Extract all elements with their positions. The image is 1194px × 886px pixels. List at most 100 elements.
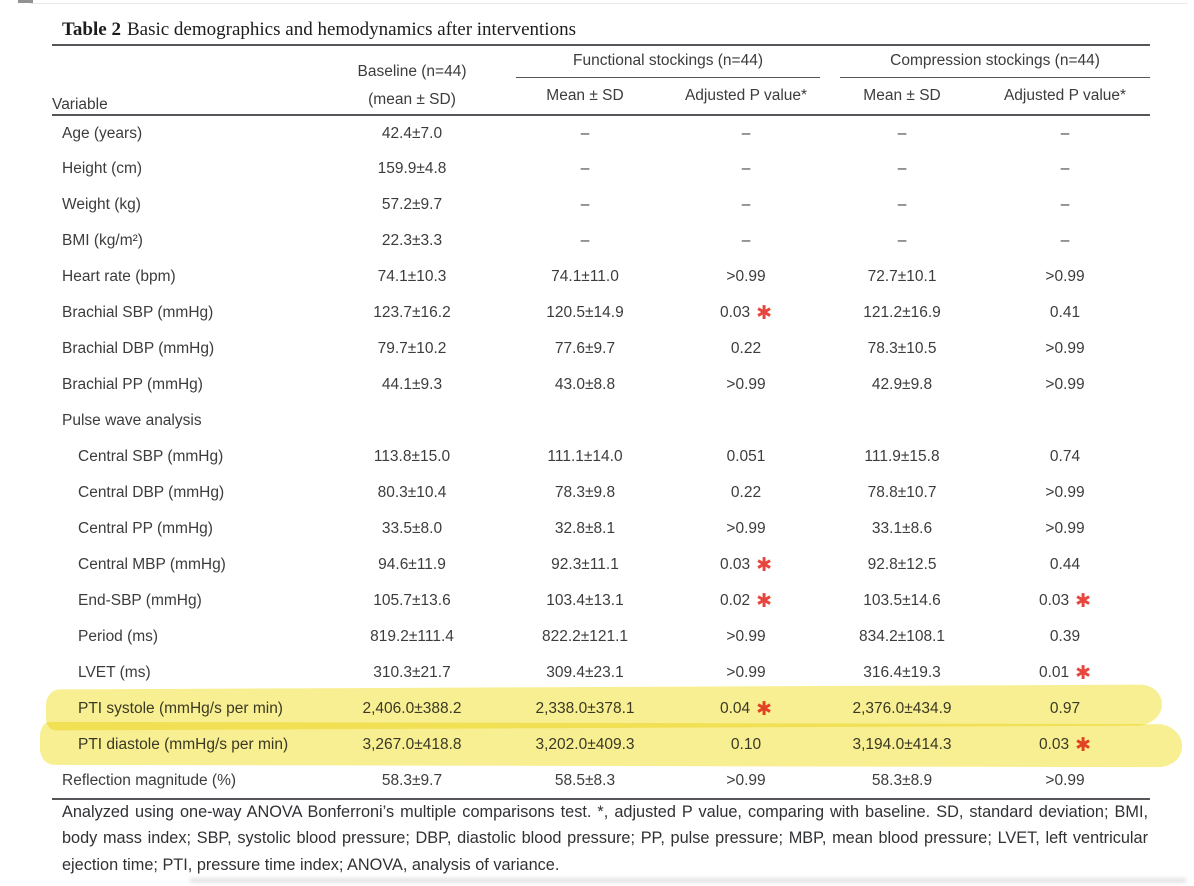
cell-compression-mean: 103.5±14.6	[863, 592, 941, 609]
cell-functional-p: 0.04 ✱	[719, 698, 773, 720]
cell-compression-mean: 58.3±8.9	[824, 763, 981, 800]
cell-baseline: 33.5±8.0	[381, 520, 443, 537]
cell-compression-mean: 834.2±108.1	[858, 628, 946, 645]
cell-functional-mean: –	[580, 232, 590, 249]
cell-functional-mean: 74.1±11.0	[551, 268, 619, 285]
cell-baseline: 2,406.0±388.2	[362, 700, 462, 717]
row-label: PTI diastole (mmHg/s per min)	[78, 736, 289, 753]
row-label: Age (years)	[62, 124, 143, 142]
cell-functional-mean: 32.8±8.1	[554, 520, 616, 537]
table-row: Central SBP (mmHg) 113.8±15.0 111.1±14.0 0.…	[52, 439, 1150, 475]
row-label: Period (ms)	[78, 628, 159, 645]
cell-functional-p: –	[741, 160, 751, 177]
significance-star-icon: ✱	[1075, 734, 1092, 756]
table-row: PTI systole (mmHg/s per min) 2,406.0±388.…	[52, 691, 1150, 727]
cell-baseline: 44.1±9.3	[381, 376, 443, 393]
row-label: Reflection magnitude (%)	[52, 763, 322, 800]
cell-compression-mean	[824, 403, 980, 439]
table-row: Heart rate (bpm) 74.1±10.3 74.1±11.0 >0.99 7…	[52, 259, 1150, 295]
row-label: Brachial SBP (mmHg)	[62, 304, 214, 321]
section-row: Pulse wave analysis	[52, 403, 1150, 439]
cell-functional-p	[668, 403, 824, 439]
cell-functional-p: >0.99	[726, 268, 766, 285]
cell-compression-p: –	[1060, 160, 1070, 177]
cell-functional-p: –	[741, 124, 751, 142]
cell-functional-p: 0.03 ✱	[719, 302, 773, 324]
screenshot-edge-artifact	[190, 879, 1186, 882]
row-label: Weight (kg)	[62, 196, 141, 213]
cell-compression-p: >0.99	[1045, 484, 1085, 501]
cell-functional-mean: 103.4±13.1	[546, 592, 624, 609]
cell-compression-p	[980, 403, 1150, 439]
row-label: Heart rate (bpm)	[62, 268, 176, 285]
cell-compression-p: 0.74	[1049, 448, 1081, 465]
cell-baseline: 42.4±7.0	[381, 124, 443, 142]
significance-star-icon: ✱	[756, 554, 773, 576]
cell-compression-mean: 92.8±12.5	[867, 556, 937, 573]
cell-compression-p: 0.39	[1049, 628, 1081, 645]
cell-compression-p: 0.41	[1049, 304, 1081, 321]
cell-compression-p: 0.03 ✱	[1038, 734, 1092, 756]
row-label: LVET (ms)	[78, 664, 151, 681]
cell-baseline	[322, 403, 502, 439]
table-row: End-SBP (mmHg) 105.7±13.6 103.4±13.1 0.02 ✱ 1…	[52, 583, 1150, 619]
screenshot-edge-artifact	[18, 0, 33, 3]
baseline-header-line1: Baseline (n=44)	[357, 63, 467, 80]
cell-baseline: 105.7±13.6	[373, 592, 451, 609]
significance-star-icon: ✱	[756, 302, 773, 324]
cell-compression-p: –	[1060, 232, 1070, 249]
cell-functional-p: 0.051	[726, 448, 766, 465]
cell-functional-p: 0.22	[730, 340, 762, 357]
cell-compression-p: –	[1060, 196, 1070, 213]
row-label: End-SBP (mmHg)	[78, 592, 202, 609]
cell-functional-mean: 58.5±8.3	[502, 763, 668, 800]
row-label: Central DBP (mmHg)	[78, 484, 225, 501]
cell-compression-mean: 78.8±10.7	[867, 484, 937, 501]
row-label: Central MBP (mmHg)	[78, 556, 226, 573]
cell-baseline: 57.2±9.7	[381, 196, 443, 213]
cell-compression-mean: 111.9±15.8	[864, 448, 940, 465]
cell-compression-p: 0.44	[1049, 556, 1081, 573]
row-label: Central SBP (mmHg)	[78, 448, 224, 465]
cell-functional-mean: 120.5±14.9	[546, 304, 624, 321]
row-label: Central PP (mmHg)	[78, 520, 213, 537]
cell-compression-p: –	[1060, 124, 1070, 142]
table-row: LVET (ms) 310.3±21.7 309.4±23.1 >0.99 316.4±…	[52, 655, 1150, 691]
cell-functional-p: –	[741, 196, 751, 213]
cell-baseline: 80.3±10.4	[377, 484, 447, 501]
significance-star-icon: ✱	[1075, 662, 1092, 684]
cell-functional-mean: –	[580, 160, 590, 177]
cell-baseline: 113.8±15.0	[373, 448, 451, 465]
cell-functional-mean: 822.2±121.1	[541, 628, 629, 645]
row-label: BMI (kg/m²)	[62, 232, 143, 249]
table-caption: Basic demographics and hemodynamics afte…	[126, 19, 576, 40]
table-row: Reflection magnitude (%) 58.3±9.7 58.5±8.3…	[52, 763, 1151, 800]
column-header-baseline: Baseline (n=44) (mean ± SD)	[322, 45, 502, 116]
table-row: Brachial PP (mmHg) 44.1±9.3 43.0±8.8 >0.99 4…	[52, 367, 1150, 403]
cell-functional-mean: 2,338.0±378.1	[535, 700, 635, 717]
cell-baseline: 310.3±21.7	[373, 664, 451, 681]
cell-compression-mean: 72.7±10.1	[867, 268, 937, 285]
cell-functional-p: 0.10	[730, 736, 762, 753]
significance-star-icon: ✱	[756, 698, 773, 720]
row-label: Pulse wave analysis	[62, 412, 202, 429]
column-header-variable: Variable	[52, 45, 322, 116]
cell-functional-p: >0.99	[726, 376, 766, 393]
cell-compression-p: >0.99	[1045, 520, 1085, 537]
table-row: Brachial SBP (mmHg) 123.7±16.2 120.5±14.9 0…	[52, 295, 1150, 331]
screenshot-edge-artifact	[30, 3, 1188, 4]
cell-functional-mean: 92.3±11.1	[551, 556, 619, 573]
cell-baseline: 79.7±10.2	[377, 340, 447, 357]
demographics-hemodynamics-table: Variable Baseline (n=44) (mean ± SD) Fun…	[52, 44, 1151, 800]
cell-functional-mean	[502, 403, 668, 439]
cell-functional-mean: 77.6±9.7	[554, 340, 616, 357]
cell-functional-p: 0.22	[730, 484, 762, 501]
cell-compression-mean: 42.9±9.8	[871, 376, 933, 393]
header-group-row: Variable Baseline (n=44) (mean ± SD) Fun…	[52, 45, 1151, 116]
cell-compression-mean: 121.2±16.9	[863, 304, 941, 321]
table-row: BMI (kg/m²) 22.3±3.3 – – – –	[52, 223, 1150, 259]
cell-functional-mean: 111.1±14.0	[547, 448, 623, 465]
table-number: Table 2	[62, 19, 121, 40]
cell-compression-mean: –	[897, 124, 907, 142]
